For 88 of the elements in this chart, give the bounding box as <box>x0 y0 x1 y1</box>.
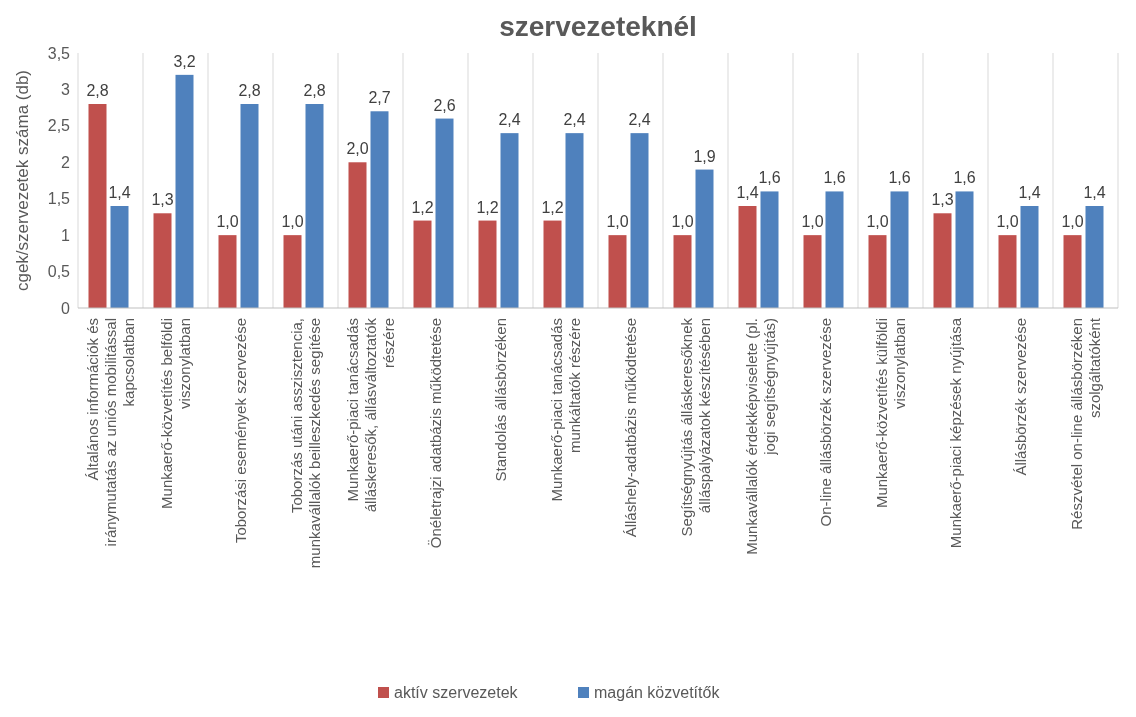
data-label: 1,4 <box>1083 184 1106 201</box>
x-tick-label: Álláshely-adatbázis működtetése <box>621 318 639 538</box>
x-tick-label: Munkaerő-piaci képzések nyújtása <box>946 317 964 549</box>
bar <box>153 213 172 308</box>
x-tick-label: Munkavállalók érdekképviselete (pl. jogi segítségnyújtás) <box>742 318 778 555</box>
bar <box>348 162 367 308</box>
y-tick-label: 2,5 <box>47 117 71 135</box>
data-label: 2,4 <box>563 111 586 129</box>
data-label: 1,0 <box>801 213 824 231</box>
y-tick-label: 3 <box>61 81 71 99</box>
x-tick-label: Részvétel on-line állásbörzéken szolgáltatóként <box>1067 317 1103 530</box>
bar <box>283 235 302 308</box>
bar <box>803 235 822 308</box>
x-tick-label: Általános információk és iránymutatás az uniós mobilitással kapcsolatban <box>83 318 137 547</box>
x-tick-label: Önéletrajzi adatbázis működtetése <box>426 318 444 549</box>
data-label: 1,0 <box>606 213 629 231</box>
bar <box>738 206 757 308</box>
bar <box>88 104 107 308</box>
data-label: 1,4 <box>736 184 759 201</box>
data-label: 1,0 <box>996 213 1019 231</box>
data-label: 1,6 <box>888 169 911 187</box>
bar <box>175 74 194 308</box>
x-tick-label: Munkaerő-közvetítés külföldi viszonylatban <box>872 318 908 509</box>
data-label: 1,2 <box>541 198 564 216</box>
data-label: 2,8 <box>238 82 261 99</box>
x-tick-label: Toborzási események szervezése <box>231 318 249 544</box>
y-tick-label: 1,5 <box>47 190 71 208</box>
data-label: 1,0 <box>866 213 889 231</box>
data-label: 2,4 <box>498 111 521 129</box>
bar <box>1085 206 1104 308</box>
data-label: 1,0 <box>671 213 694 231</box>
bar <box>240 104 259 308</box>
bar <box>1063 235 1082 308</box>
bar <box>413 220 432 308</box>
data-label: 1,9 <box>693 147 716 165</box>
bar <box>1020 206 1039 308</box>
y-tick-label: 2 <box>61 153 71 171</box>
bar <box>500 133 519 308</box>
bar <box>673 235 692 308</box>
data-label: 1,4 <box>1018 184 1041 201</box>
data-label: 2,8 <box>86 82 109 99</box>
y-tick-label: 3,5 <box>47 44 71 62</box>
y-axis-title: cgek/szervezetek száma (db) <box>13 69 32 292</box>
bar <box>218 235 237 308</box>
y-tick-label: 1 <box>61 226 71 244</box>
x-tick-label: On-line állásbörzék szervezése <box>816 318 834 527</box>
data-label: 2,0 <box>346 140 369 158</box>
y-tick-label: 0,5 <box>47 263 71 281</box>
legend-label: magán közvetítők <box>594 684 721 701</box>
legend-label: aktív szervezetek <box>394 684 519 701</box>
bar <box>543 220 562 308</box>
bar <box>998 235 1017 308</box>
bar <box>955 191 974 308</box>
bar <box>760 191 779 308</box>
data-label: 2,8 <box>303 82 326 99</box>
data-label: 1,4 <box>108 184 131 201</box>
bar <box>695 169 714 308</box>
bar <box>565 133 584 308</box>
bar <box>305 104 324 308</box>
data-label: 3,2 <box>173 52 196 70</box>
x-tick-label: Állásbörzék szervezése <box>1011 318 1029 476</box>
data-label: 1,2 <box>476 198 499 216</box>
bar <box>868 235 887 308</box>
data-label: 1,3 <box>931 191 954 209</box>
chart-title: szervezeteknél <box>499 11 697 42</box>
data-label: 2,4 <box>628 111 651 129</box>
data-label: 1,6 <box>823 169 846 187</box>
data-label: 1,0 <box>1061 213 1084 231</box>
bar <box>890 191 909 308</box>
bar <box>478 220 497 308</box>
y-tick-label: 0 <box>61 299 71 317</box>
data-label: 1,6 <box>758 169 781 187</box>
data-label: 2,6 <box>433 96 456 114</box>
bar <box>933 213 952 308</box>
bar <box>370 111 389 308</box>
bar <box>630 133 649 308</box>
bar <box>110 206 129 308</box>
data-label: 1,6 <box>953 169 976 187</box>
bar <box>435 118 454 308</box>
data-label: 1,0 <box>281 213 304 231</box>
data-label: 1,2 <box>411 198 434 216</box>
x-tick-label: Standolás állásbörzéken <box>491 318 509 482</box>
bar <box>825 191 844 308</box>
data-label: 1,0 <box>216 213 239 231</box>
data-label: 1,3 <box>151 191 174 209</box>
x-tick-label: Munkaerő-piaci tanácsadás munkáltatók részére <box>547 318 583 502</box>
data-label: 2,7 <box>368 89 391 107</box>
bar <box>608 235 627 308</box>
